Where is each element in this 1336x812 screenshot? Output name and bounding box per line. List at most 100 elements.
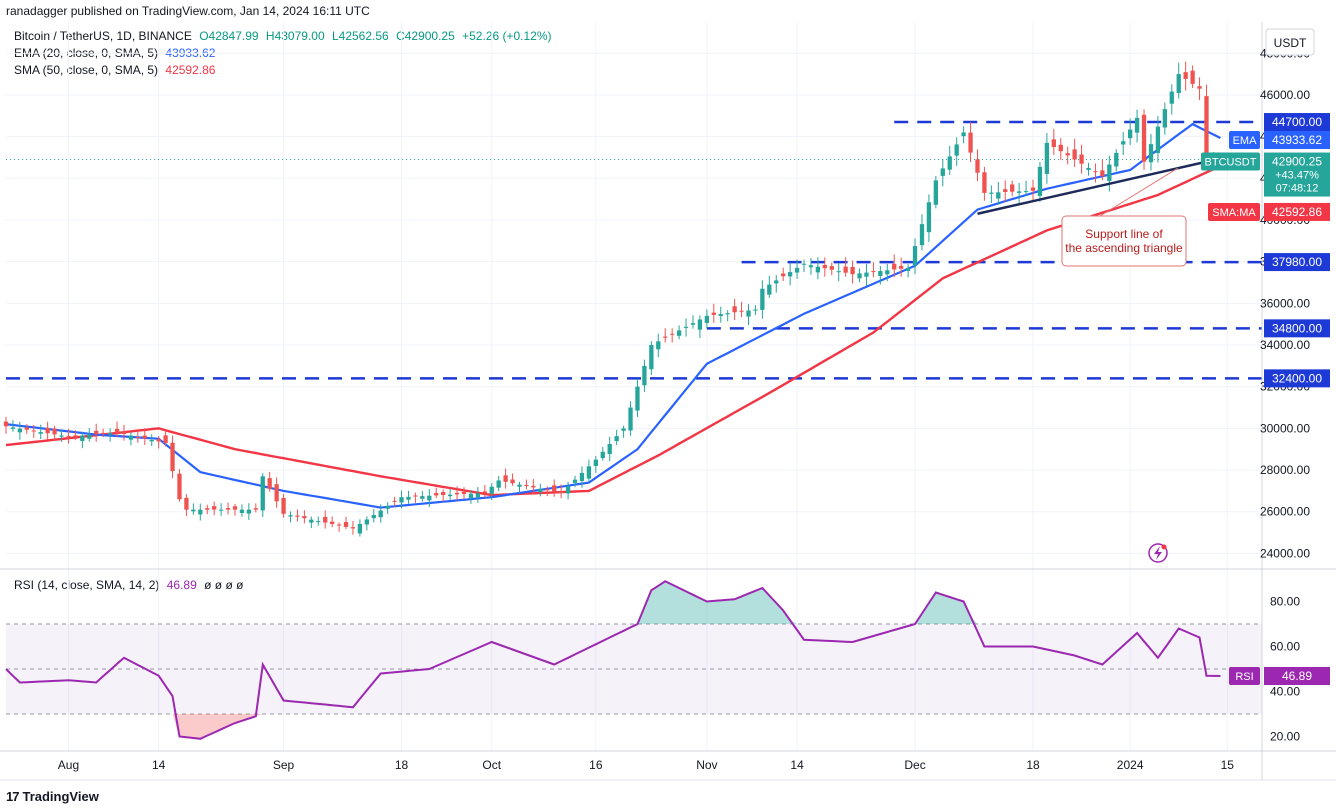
- candle-body: [503, 475, 508, 482]
- candle-body: [815, 266, 821, 273]
- candle-body: [468, 493, 474, 499]
- candle-body: [1121, 141, 1126, 145]
- candle-body: [871, 271, 876, 273]
- candle-body: [718, 314, 723, 316]
- candle-body: [253, 508, 258, 510]
- time-tick-label: Oct: [482, 758, 501, 772]
- time-tick-label: 2024: [1117, 758, 1144, 772]
- price-tag-label: SMA:MA: [1212, 207, 1256, 219]
- currency-label: USDT: [1274, 36, 1307, 50]
- candle-body: [184, 497, 189, 510]
- candle-body: [114, 428, 120, 433]
- time-tick-label: Dec: [904, 758, 925, 772]
- candle-body: [926, 202, 932, 233]
- candle-body: [107, 433, 113, 435]
- candle-body: [552, 485, 557, 492]
- annotation-text: Support line of: [1085, 227, 1163, 241]
- candle-body: [267, 478, 272, 489]
- tradingview-brand[interactable]: 17 TradingView: [6, 789, 99, 804]
- change-value: +52.26 (+0.12%): [462, 29, 552, 43]
- price-tag-value-bg: [1264, 131, 1330, 150]
- price-tag-label: EMA: [1233, 135, 1258, 147]
- candle-body: [73, 435, 78, 437]
- candle-body: [3, 421, 9, 427]
- candle-body: [364, 519, 369, 525]
- support-trendline: [977, 154, 1235, 215]
- candle-body: [579, 472, 585, 482]
- candle-body: [704, 315, 710, 323]
- candle-body: [246, 509, 252, 514]
- candle-body: [607, 444, 612, 454]
- candle-body: [947, 156, 952, 170]
- candle-body: [864, 272, 869, 277]
- candle-body: [357, 523, 363, 534]
- candle-body: [441, 491, 446, 496]
- price-tick-label: 34000.00: [1260, 338, 1310, 352]
- low-value: L42562.56: [331, 29, 389, 43]
- candle-body: [1204, 96, 1209, 162]
- candle-body: [1169, 91, 1174, 104]
- symbol-name[interactable]: Bitcoin / TetherUS, 1D, BINANCE: [14, 29, 192, 43]
- candle-body: [1058, 144, 1063, 152]
- candle-body: [787, 272, 793, 277]
- candle-body: [323, 516, 328, 523]
- candle-body: [621, 428, 626, 431]
- candle-body: [781, 273, 786, 277]
- candle-body: [593, 459, 598, 466]
- candle-body: [1176, 74, 1181, 94]
- candle-body: [371, 515, 376, 519]
- candle-body: [767, 284, 772, 295]
- candle-body: [454, 492, 460, 495]
- candle-body: [302, 516, 307, 519]
- candle-body: [163, 435, 168, 443]
- candle-body: [135, 436, 140, 438]
- candle-body: [218, 509, 224, 511]
- candle-body: [128, 435, 134, 440]
- candle-body: [1079, 154, 1084, 164]
- candle-body: [496, 480, 501, 488]
- price-tick-label: 30000.00: [1260, 421, 1310, 435]
- candle-body: [191, 509, 196, 512]
- sma-legend[interactable]: SMA (50, close, 0, SMA, 5) 42592.86: [14, 62, 215, 79]
- candle-body: [1010, 184, 1015, 192]
- candle-body: [52, 428, 57, 435]
- candle-body: [690, 323, 696, 325]
- candle-body: [399, 497, 404, 503]
- candle-body: [628, 407, 633, 431]
- candle-body: [350, 527, 356, 529]
- candle-body: [447, 494, 453, 497]
- candle-body: [385, 506, 390, 509]
- candle-body: [329, 521, 335, 525]
- ema20-line: [5, 122, 1221, 509]
- candle-body: [1190, 70, 1195, 84]
- close-value: C42900.25: [396, 29, 455, 43]
- annotation-text: the ascending triangle: [1065, 241, 1183, 255]
- time-tick-label: 14: [152, 758, 166, 772]
- rsi-legend[interactable]: RSI (14, close, SMA, 14, 2) 46.89 ø ø ø …: [14, 577, 243, 594]
- candle-body: [614, 436, 619, 442]
- candle-body: [656, 341, 661, 350]
- currency-box[interactable]: [1265, 28, 1315, 56]
- candle-body: [829, 266, 834, 270]
- candle-body: [59, 435, 64, 437]
- candle-body: [1023, 191, 1029, 193]
- candle-body: [281, 497, 286, 514]
- candle-body: [808, 265, 814, 268]
- lightning-icon[interactable]: [1148, 543, 1168, 563]
- sma-price-tag: SMA:MA 42592.86: [1208, 202, 1330, 221]
- time-tick-label: 15: [1221, 758, 1235, 772]
- rsi-tick-label: 20.00: [1270, 730, 1300, 744]
- candle-body: [760, 288, 765, 310]
- sma-legend-value: 42592.86: [165, 63, 216, 77]
- candle-body: [1183, 72, 1188, 79]
- candle-body: [1155, 126, 1161, 154]
- annotation-box: [1061, 215, 1187, 267]
- candle-body: [642, 365, 647, 386]
- candle-body: [933, 180, 939, 205]
- candle-body: [663, 336, 668, 338]
- candle-body: [600, 451, 605, 459]
- candle-body: [1037, 166, 1043, 197]
- price-tag-value-bg: [1264, 152, 1330, 197]
- level-tag-value: 32400.00: [1272, 371, 1322, 385]
